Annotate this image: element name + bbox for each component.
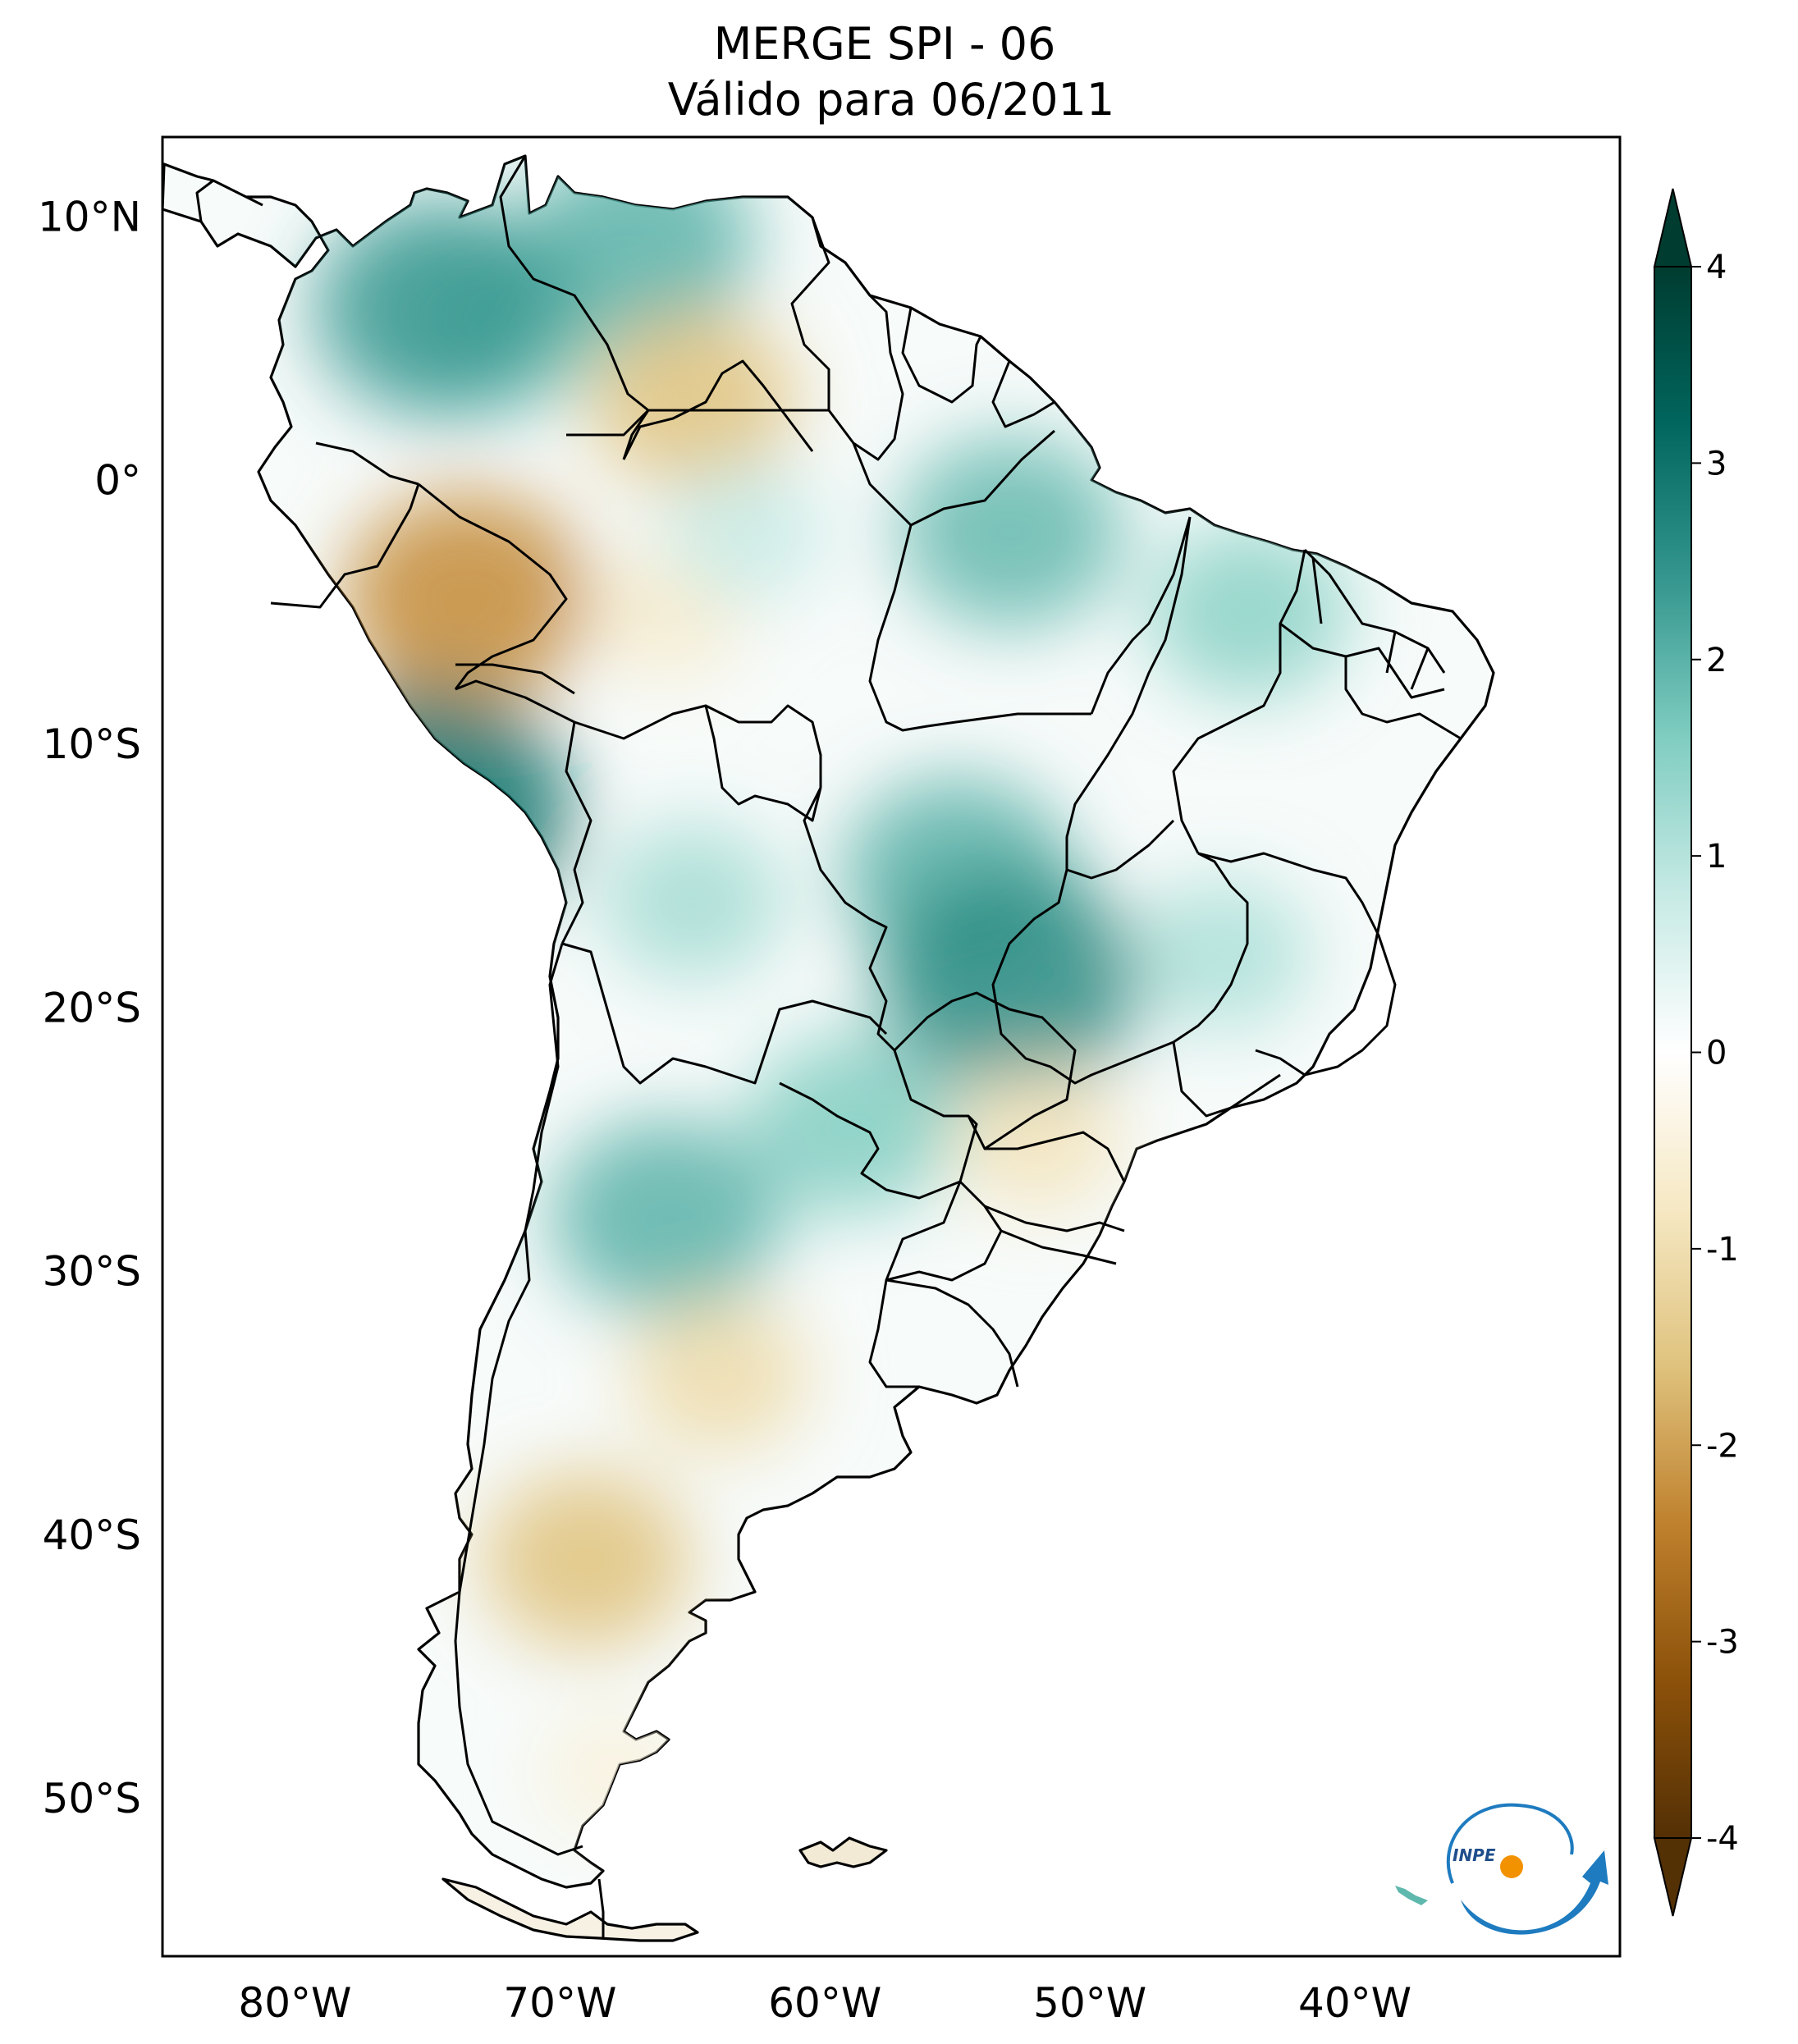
map-area	[162, 154, 1495, 1942]
colorbar-tick-label: 0	[1706, 1035, 1727, 1072]
political-borders	[195, 155, 1462, 1856]
colorbar-tick-label: 1	[1706, 838, 1727, 876]
border-sp-pr-sc	[984, 1131, 1126, 1265]
border-peru-bolivia	[560, 721, 592, 944]
south-georgia-island	[1395, 1886, 1428, 1905]
tierra-del-fuego	[441, 1877, 699, 1942]
colorbar-tick-label: -1	[1706, 1231, 1739, 1269]
inpe-logo: INPE	[1446, 1803, 1608, 1935]
logo-arrow-swoosh	[1461, 1850, 1608, 1935]
border-ms-sp	[893, 991, 1077, 1150]
border-colombia-ecuador	[315, 441, 419, 486]
falkland-islands	[798, 1836, 888, 1868]
spi-anomaly-blob	[551, 1119, 781, 1317]
border-ecuador-peru	[270, 483, 420, 609]
border-uruguay	[885, 1278, 1019, 1388]
colorbar-ticks: 4 3 2 1 0 -1 -2 -3 -4	[1691, 249, 1739, 1858]
border-northeast-states	[1279, 557, 1462, 740]
border-goias-mt	[991, 852, 1249, 1085]
logo-text: INPE	[1453, 1845, 1496, 1865]
latitude-tick-label: 10°S	[43, 720, 141, 768]
border-brazil-peru-bolivia	[455, 679, 822, 822]
logo-orange-dot	[1500, 1855, 1523, 1878]
spi-anomaly-blob	[483, 1472, 690, 1650]
colorbar-tick-label: 4	[1706, 249, 1727, 286]
border-suriname	[901, 307, 982, 404]
spi-anomaly-blob	[878, 867, 1143, 1095]
border-tierra-del-fuego	[597, 1878, 605, 1938]
spi-anomaly-blob	[1133, 878, 1312, 1031]
border-paraguay	[779, 1049, 978, 1200]
border-argentina-chile	[454, 943, 583, 1856]
spi-anomaly-blob	[954, 1067, 1121, 1210]
border-brazil-states-north	[1065, 516, 1192, 880]
longitude-axis: 80°W 70°W 60°W 50°W 40°W	[238, 1979, 1411, 2027]
border-bolivia-paraguay-argentina	[561, 942, 888, 1085]
latitude-tick-label: 40°S	[43, 1511, 141, 1559]
colorbar-body	[1654, 266, 1692, 1839]
latitude-tick-label: 30°S	[43, 1248, 141, 1296]
colorbar-tick-label: -3	[1706, 1624, 1739, 1662]
spi-anomaly-blob	[898, 436, 1123, 629]
border-acre-rondonia	[455, 663, 822, 788]
spi-anomaly-blob	[665, 463, 826, 601]
longitude-tick-label: 60°W	[768, 1979, 881, 2027]
border-amapa	[852, 429, 1055, 527]
spi-anomaly-blob	[588, 312, 796, 490]
colorbar-bottom-extension	[1653, 1837, 1693, 1917]
map-title-line1: MERGE SPI - 06	[714, 18, 1056, 70]
map-title-line2: Válido para 06/2011	[668, 74, 1114, 126]
border-colombia-venezuela	[499, 155, 650, 460]
colorbar-tick-label: 2	[1706, 642, 1727, 679]
border-bolivia-brazil-south	[803, 787, 896, 1052]
border-colombia-peru-brazil	[418, 482, 568, 690]
latitude-tick-label: 0°	[94, 457, 141, 505]
latitude-tick-label: 20°S	[43, 984, 141, 1031]
border-amazonas-para	[566, 409, 1091, 732]
colorbar: 4 3 2 1 0 -1 -2 -3 -4	[1653, 188, 1739, 1917]
latitude-axis: 10°N 0° 10°S 20°S 30°S 40°S 50°S	[38, 193, 141, 1822]
spi-anomaly-blob	[1148, 525, 1350, 698]
border-rj-es	[1172, 1041, 1281, 1118]
border-venezuela-brazil	[622, 359, 814, 460]
spi-anomaly-blob	[748, 1036, 955, 1214]
spi-anomaly-blob	[314, 199, 568, 417]
longitude-tick-label: 70°W	[503, 1979, 616, 2027]
longitude-tick-label: 80°W	[238, 1979, 351, 2027]
border-french-guiana	[991, 360, 1055, 428]
latitude-tick-label: 10°N	[38, 193, 141, 240]
border-bahia-minas	[1197, 852, 1397, 1077]
border-panama	[195, 179, 263, 222]
longitude-tick-label: 50°W	[1033, 1979, 1146, 2027]
logo-orbit-swoosh	[1446, 1803, 1574, 1884]
colorbar-tick-label: 3	[1706, 445, 1727, 482]
colorbar-tick-label: -2	[1706, 1427, 1739, 1465]
longitude-tick-label: 40°W	[1298, 1979, 1411, 2027]
latitude-tick-label: 50°S	[43, 1775, 141, 1822]
colorbar-top-extension	[1653, 188, 1693, 268]
spi-anomaly-blob	[343, 492, 591, 705]
colorbar-tick-label: -4	[1706, 1820, 1739, 1858]
spi-anomaly-blob	[600, 822, 785, 981]
spi-anomaly-blob	[629, 1300, 808, 1453]
map-frame	[161, 135, 1622, 1958]
